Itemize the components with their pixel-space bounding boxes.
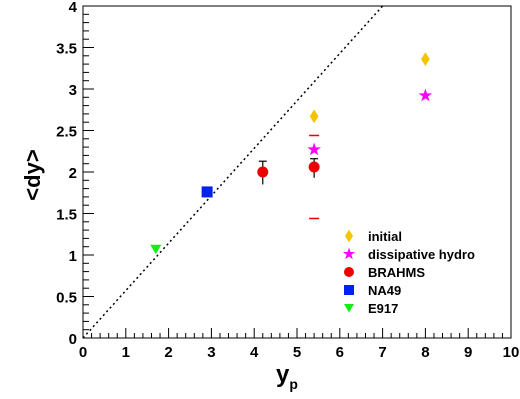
x-tick-label: 10	[503, 344, 520, 361]
legend-label-e917: E917	[368, 301, 398, 316]
data-point-na49	[201, 186, 213, 198]
x-tick-label: 6	[336, 344, 344, 361]
y-tick-label: 2	[69, 165, 77, 182]
x-tick-label: 8	[421, 344, 429, 361]
x-tick-label: 2	[164, 344, 172, 361]
data-point-dissipative-hydro	[307, 142, 321, 156]
x-tick-label: 3	[207, 344, 215, 361]
reference-line	[83, 6, 384, 338]
plot-frame	[82, 5, 512, 339]
data-point-brahms	[257, 166, 269, 178]
y-tick-label: 1.5	[56, 207, 77, 224]
y-tick-label: 3.5	[56, 41, 77, 58]
x-axis-title-subscript: p	[289, 376, 298, 392]
legend-marker-brahms	[344, 267, 354, 277]
legend-marker-e917	[344, 304, 354, 313]
data-point-dissipative-hydro	[418, 88, 433, 102]
legend-label-brahms: BRAHMS	[368, 265, 425, 280]
legend-label-na49: NA49	[368, 283, 401, 298]
legend-label-dissipative-hydro: dissipative hydro	[368, 247, 475, 262]
legend: initial dissipative hydro BRAHMS NA49 E917	[342, 229, 475, 316]
y-tick-label: 1	[69, 248, 77, 265]
x-tick-label: 7	[378, 344, 386, 361]
y-tick-label: 0	[69, 331, 77, 348]
data-point-initial	[309, 109, 319, 124]
y-tick-label: 2.5	[56, 124, 77, 141]
legend-marker-initial	[345, 229, 353, 243]
y-tick-label: 3	[69, 82, 77, 99]
x-tick-label: 9	[464, 344, 472, 361]
data-point-brahms	[308, 161, 320, 173]
data-point-initial	[421, 52, 430, 66]
x-tick-label: 5	[293, 344, 301, 361]
x-axis-title: yp	[276, 361, 298, 392]
y-tick-label: 0.5	[56, 290, 77, 307]
x-tick-label: 0	[79, 344, 87, 361]
legend-marker-na49	[344, 285, 354, 295]
x-tick-label: 4	[250, 344, 259, 361]
legend-marker-dissipative-hydro	[342, 247, 356, 260]
data-point-e917	[150, 244, 162, 255]
x-tick-label: 1	[122, 344, 130, 361]
y-axis-title: <dy>	[20, 149, 45, 200]
plot-area: 0 1 2 3 4 5 6 7 8 9 10 0 0.5 1 1.5 2 2.5 3 3.5 4	[56, 0, 519, 361]
x-axis-title-main: y	[276, 361, 290, 388]
legend-label-initial: initial	[368, 229, 402, 244]
y-tick-label: 4	[69, 0, 78, 16]
